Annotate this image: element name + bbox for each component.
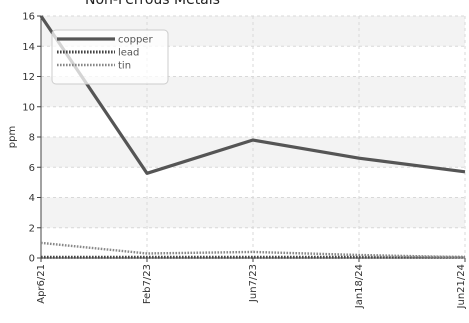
y-tick-label: 0 — [29, 254, 35, 265]
x-tick-label: Feb7/23 — [142, 264, 153, 304]
legend-label-tin: tin — [118, 61, 131, 72]
legend-label-lead: lead — [118, 48, 139, 59]
legend-box — [51, 29, 169, 85]
series-line-copper — [39, 15, 466, 175]
legend: copper lead tin — [51, 29, 169, 85]
series-lines — [39, 15, 466, 259]
y-axis-label: ppm — [7, 126, 18, 148]
y-tick-label: 10 — [22, 102, 35, 113]
y-tick-label: 12 — [22, 72, 35, 83]
y-tick-label: 6 — [29, 163, 35, 174]
y-tick-label: 2 — [29, 223, 35, 234]
gridlines — [41, 15, 466, 258]
y-tick-label: 4 — [29, 193, 35, 204]
x-tick-label: Apr6/21 — [36, 264, 47, 304]
x-tick-label: Jun21/24 — [456, 264, 467, 309]
y-tick-labels: 0 2 4 6 8 10 12 14 16 — [22, 12, 41, 265]
y-tick-label: 8 — [29, 133, 35, 144]
y-tick-label: 14 — [22, 42, 35, 53]
x-tick-label: Jan18/24 — [354, 264, 365, 309]
legend-label-copper: copper — [118, 35, 153, 46]
y-tick-label: 16 — [22, 12, 35, 23]
x-tick-label: Jun7/23 — [248, 264, 259, 303]
chart-title: Non-Ferrous Metals — [85, 0, 220, 8]
x-tick-labels: Apr6/21 Feb7/23 Jun7/23 Jan18/24 Jun21/24 — [36, 258, 467, 309]
